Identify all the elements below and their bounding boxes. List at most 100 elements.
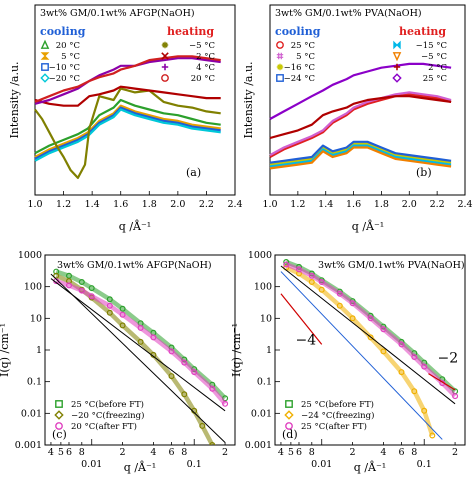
panel-d-label: (d) [282,428,298,441]
x-minor-tick-label: 8 [309,447,315,458]
legend-marker [161,41,169,49]
data-point [336,290,343,297]
data-point [308,279,315,286]
data-point [411,388,418,395]
data-point [318,279,325,286]
series-line [269,144,452,168]
legend-label: 25 °C(after FT) [301,421,367,432]
series-line [34,104,221,158]
x-tick-label: 1.0 [27,199,42,210]
panel-c-title: 3wt% GM/0.1wt% AFGP(NaOH) [57,260,212,271]
data-point [199,422,206,429]
legend-marker [392,73,402,83]
x-tick-label: 1.8 [142,199,157,210]
legend-label: −5 °C [421,52,447,62]
legend-marker [276,74,284,82]
x-tick-label: 1.6 [113,199,128,210]
legend-label: −20 °C [49,74,80,84]
legend-marker [161,63,169,71]
panel-b: 3wt% GM/0.1wt% PVA(NaOH) (b) Intensity /… [242,4,473,233]
data-point [283,261,290,268]
slope-annotation: −4 [296,332,317,348]
data-point [222,400,229,407]
series-line [34,108,221,162]
data-point [283,259,290,266]
slope-reference-line [428,373,456,391]
legend-marker [40,52,50,60]
x-tick-label: 2.0 [170,199,185,210]
legend-group-title: cooling [40,25,86,38]
panel-d-series: −4 −2 [280,259,459,440]
legend-marker [285,400,293,408]
data-point [367,334,374,341]
x-major-tick-label: 0.01 [311,459,332,470]
panel-c: 3wt% GM/0.1wt% AFGP(NaOH) (c) I(q) /cm⁻¹… [0,250,236,474]
legend-label: 25 °C(before FT) [301,399,374,410]
series-line [269,91,452,157]
panel-c-ylabel: I(q) /cm⁻¹ [0,323,11,377]
panel-a-xticks: 1.0 1.2 1.4 1.6 1.8 2.0 2.2 2.4 [27,191,243,210]
data-point [119,305,126,312]
x-tick-label: 1.2 [290,199,305,210]
data-point [421,363,428,370]
data-point [452,393,459,400]
legend-label: 4 °C [196,63,215,73]
data-point [336,302,343,309]
panel-a-label: (a) [186,166,201,179]
legend-label: 25 °C [291,41,315,51]
series-band [285,262,457,398]
data-point [168,373,175,380]
panel-a-frame [34,4,236,196]
fit-line [50,273,226,443]
panel-d-xlabel: q /Å⁻¹ [354,460,386,474]
legend-marker [55,422,63,430]
legend-group-title: heating [167,25,214,38]
legend-label: −10 °C [49,63,80,73]
data-point [150,334,157,341]
series-line [269,95,452,140]
y-tick-label: 0.001 [15,440,42,451]
legend-marker [55,400,63,408]
series-line [269,146,452,170]
x-tick-label: 1.0 [262,199,277,210]
legend-group-title: heating [399,25,446,38]
y-tick-label: 0.001 [245,440,272,451]
data-point [209,442,216,445]
fit-line [50,278,226,412]
x-tick-label: 2.0 [402,199,417,210]
fit-line [280,265,456,405]
x-minor-tick-label: 2 [350,447,356,458]
panel-d-frame [274,254,466,446]
legend-label: −15 °C [416,41,447,51]
data-point [181,359,188,366]
data-point [106,302,113,309]
x-minor-tick-label: 8 [411,447,417,458]
data-point [181,391,188,398]
fit-line [280,271,443,440]
panel-b-series [269,62,452,170]
legend-label: −5 °C [189,41,215,51]
x-minor-tick-label: 2 [120,447,126,458]
x-minor-tick-label: 5 [288,447,294,458]
legend-marker [276,63,284,71]
legend-label: 25 °C [423,74,447,84]
series-line [269,93,452,158]
y-tick-label: 10 [260,313,272,324]
y-tick-label: 0.01 [251,408,272,419]
y-tick-label: 0.1 [27,377,42,388]
panel-c-series [50,268,229,445]
legend-marker [284,410,294,420]
plot-area [50,268,229,445]
x-tick-label: 1.4 [318,199,333,210]
data-point [380,326,387,333]
panel-a: 3wt% GM/0.1wt% AFGP(NaOH) (a) Intensity … [8,4,243,233]
panel-c-xlabel: q /Å⁻¹ [124,460,156,474]
x-minor-tick-label: 2 [222,447,228,458]
y-tick-label: 1 [36,345,42,356]
data-point [411,354,418,361]
x-minor-tick-label: 6 [66,447,72,458]
legend-marker [54,410,64,420]
data-point [349,300,356,307]
